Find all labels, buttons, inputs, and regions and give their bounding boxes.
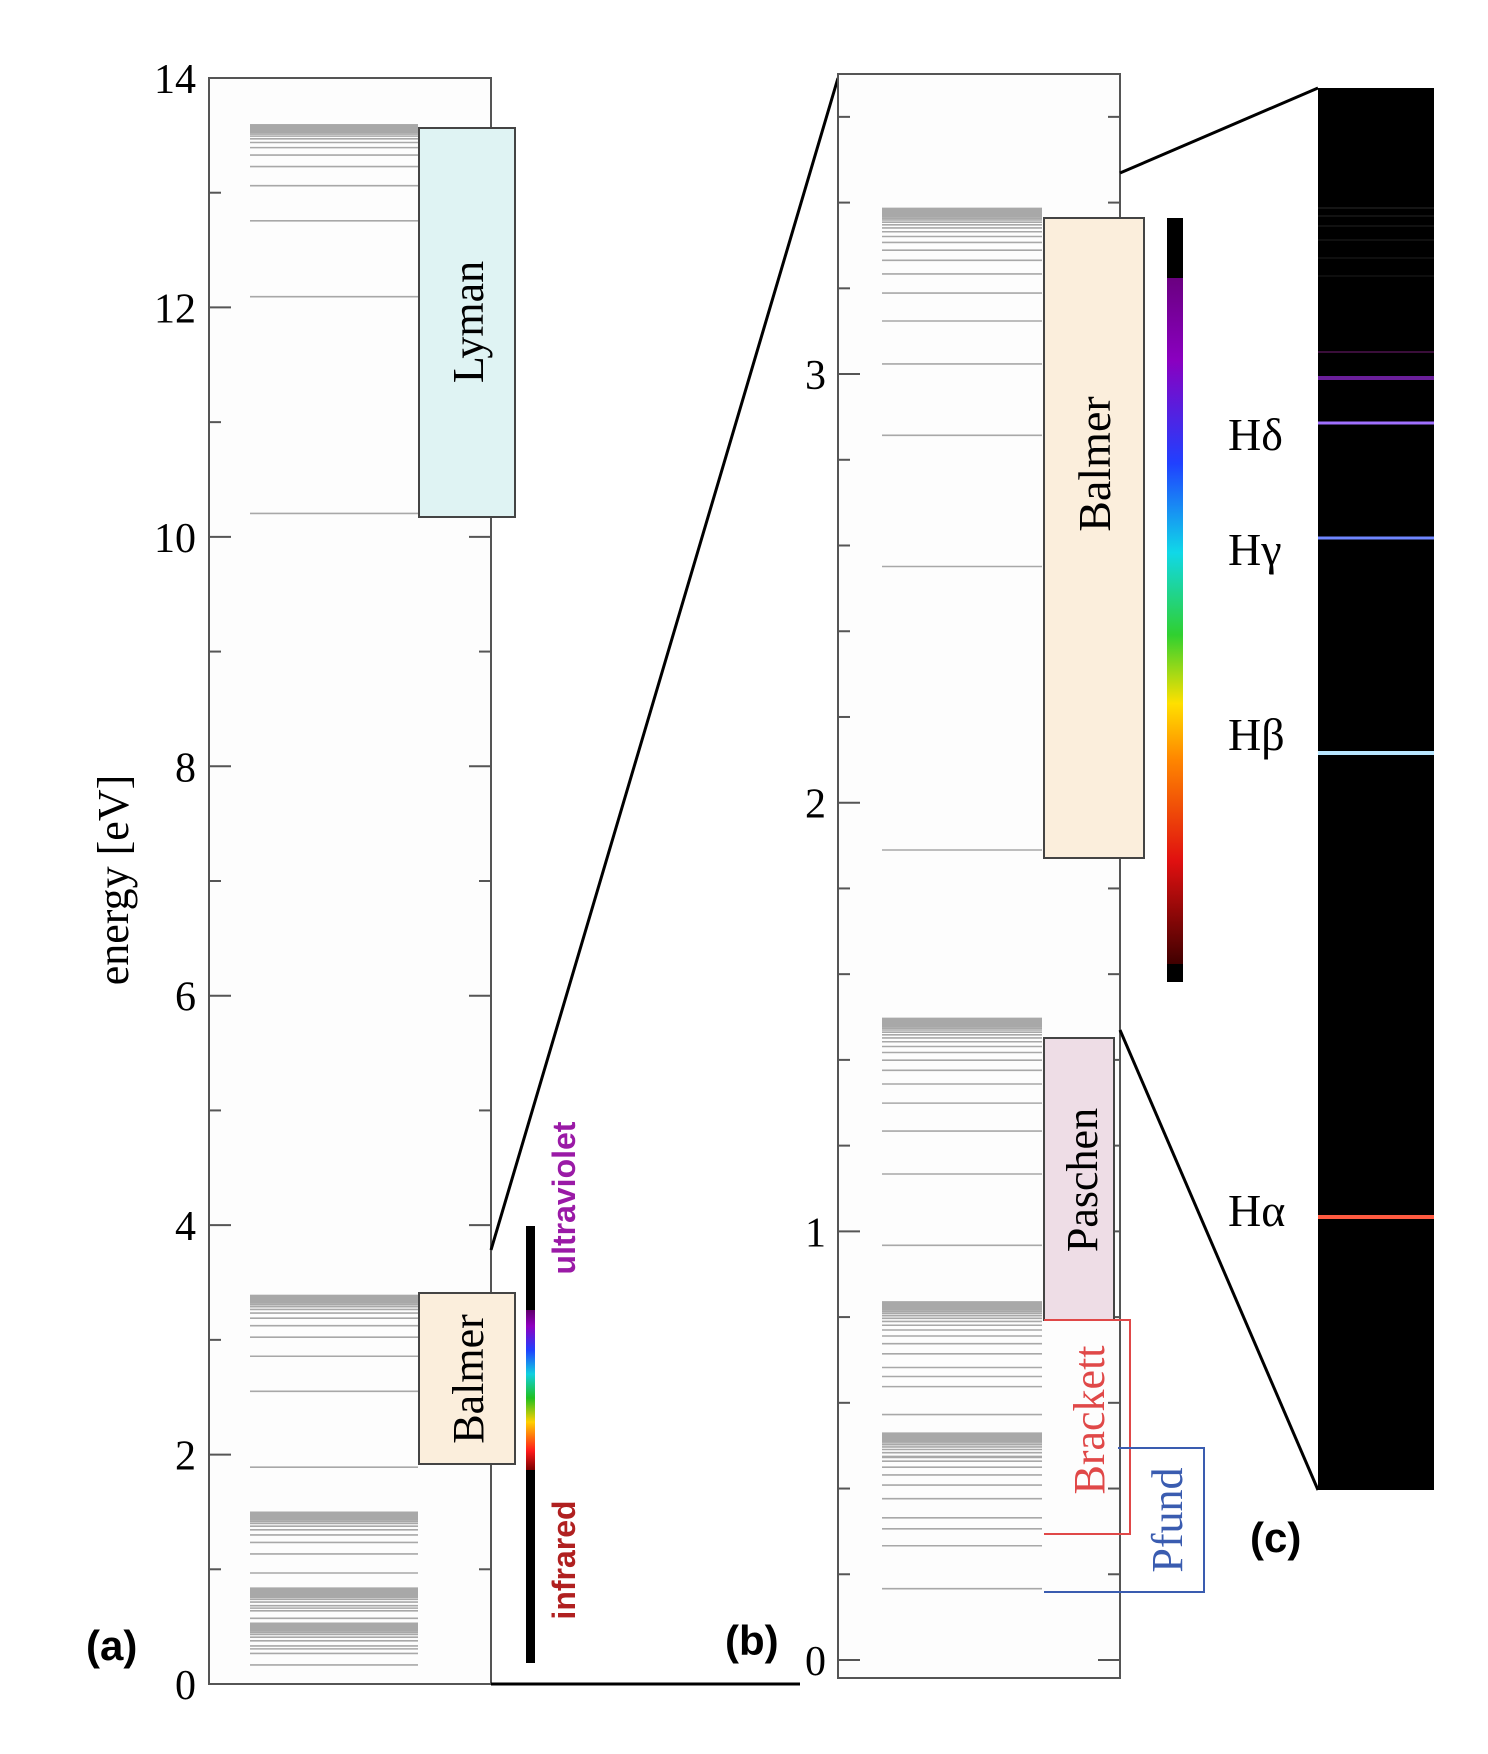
- energy-axis-label: energy [eV]: [89, 775, 138, 986]
- balmer-label-b: Balmer: [1069, 396, 1120, 531]
- panel-a-axis-ticks: 0 2 4 6 8 10 12 14: [154, 57, 491, 1709]
- pfund-bracket: [1044, 1447, 1205, 1593]
- y-tick-label: 10: [154, 516, 196, 562]
- y-tick-label: 3: [805, 353, 826, 399]
- y-tick-label: 12: [154, 286, 196, 332]
- infrared-label: infrared: [546, 1500, 582, 1619]
- y-tick-label: 14: [154, 57, 196, 103]
- panel-a: 0 2 4 6 8 10 12 14 Lyman Balmer ultraviolet inf…: [86, 57, 582, 1709]
- panel-b: 0 1 2 3 Balmer Paschen Brackett Pfund (b): [725, 73, 1205, 1685]
- h-delta-label: Hδ: [1228, 409, 1283, 460]
- y-tick-label: 0: [805, 1639, 826, 1685]
- h-beta-label: Hβ: [1228, 709, 1285, 760]
- balmer-box-b: [1043, 217, 1145, 859]
- brackett-label: Brackett: [1065, 1345, 1114, 1494]
- panel-b-label: (b): [725, 1617, 779, 1664]
- y-tick-label: 2: [805, 782, 826, 828]
- h-alpha-label: Hα: [1228, 1185, 1285, 1236]
- balmer-box-a: [418, 1292, 516, 1465]
- y-tick-label: 0: [175, 1663, 196, 1709]
- panel-b-axis-ticks: 0 1 2 3: [805, 115, 1120, 1685]
- y-tick-label: 4: [175, 1204, 196, 1250]
- panel-a-label: (a): [86, 1622, 137, 1669]
- ultraviolet-label: ultraviolet: [546, 1121, 582, 1274]
- paschen-box: [1043, 1037, 1115, 1321]
- paschen-label: Paschen: [1058, 1108, 1107, 1252]
- h-gamma-label: Hγ: [1228, 524, 1282, 575]
- panel-b-energy-levels: [882, 207, 1042, 1590]
- zoom-connector-c-top: [1119, 86, 1319, 175]
- y-tick-label: 6: [175, 975, 196, 1021]
- lyman-label: Lyman: [444, 261, 493, 383]
- brackett-bracket: [1044, 1319, 1131, 1535]
- panel-a-energy-levels: [250, 124, 418, 1666]
- zoom-connector-c-bottom: [1118, 1029, 1320, 1491]
- y-tick-label: 2: [175, 1434, 196, 1480]
- emission-spectrum: [1318, 88, 1434, 1490]
- panel-c: Hδ Hγ Hβ Hα (c): [1228, 88, 1434, 1561]
- panel-c-label: (c): [1250, 1514, 1301, 1561]
- y-tick-label: 1: [805, 1210, 826, 1256]
- pfund-label: Pfund: [1143, 1467, 1192, 1572]
- y-tick-label: 8: [175, 745, 196, 791]
- faint-lines: [1318, 207, 1434, 353]
- balmer-label-a: Balmer: [444, 1314, 493, 1444]
- visible-band-b: [1167, 278, 1183, 964]
- lyman-box: [418, 127, 516, 518]
- visible-band-a: [526, 1310, 535, 1470]
- zoom-connector-top: [489, 77, 840, 1251]
